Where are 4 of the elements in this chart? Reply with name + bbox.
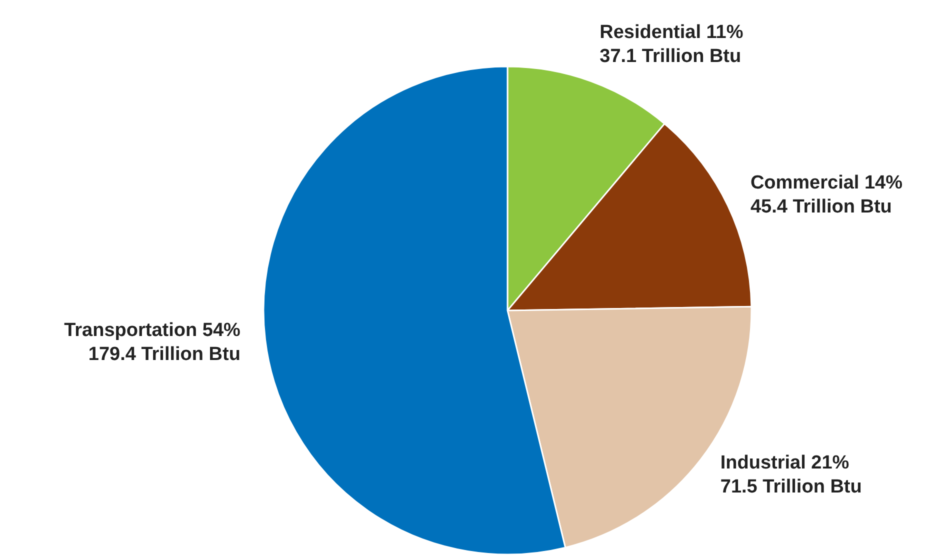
slice-label: Industrial 21% 71.5 Trillion Btu — [720, 452, 862, 498]
slice-label: Commercial 14% 45.4 Trillion Btu — [750, 172, 903, 218]
slice-label: Transportation 54% 179.4 Trillion Btu — [64, 320, 241, 366]
slice-label: Residential 11% 37.1 Trillion Btu — [600, 22, 744, 67]
